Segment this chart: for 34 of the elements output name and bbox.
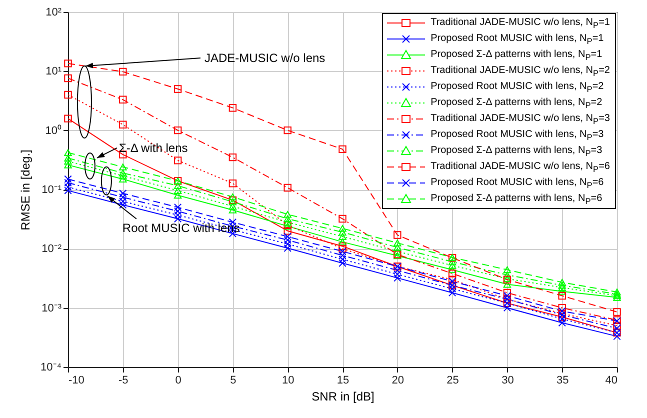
legend-label: Traditional JADE-MUSIC w/o lens, N$_{P}$=3 (430, 112, 610, 126)
x-tick-label: 10 (282, 374, 294, 386)
x-tick-label: 35 (556, 374, 569, 386)
x-tick-label: 20 (392, 374, 404, 386)
legend-label: Proposed Root MUSIC with lens, N$_{P}$=3 (430, 128, 604, 142)
x-tick-label: 25 (446, 374, 459, 386)
legend-label: Proposed Σ-Δ patterns with lens, N$_{P}$=6 (430, 192, 602, 206)
annotation: JADE-MUSIC w/o lens (204, 51, 326, 66)
x-tick-label: 15 (336, 374, 350, 386)
x-tick-label: -5 (118, 374, 128, 386)
legend-label: Proposed Root MUSIC with lens, N$_{P}$=1 (430, 32, 604, 46)
x-tick-label: 5 (230, 374, 236, 386)
y-tick-label: 10² (46, 6, 62, 18)
x-tick-label: 40 (605, 374, 618, 386)
x-tick-label: -10 (68, 374, 84, 386)
legend-label: Proposed Σ-Δ patterns with lens, N$_{P}$=2 (430, 96, 602, 110)
legend-label: Proposed Σ-Δ patterns with lens, N$_{P}$=3 (430, 144, 602, 158)
y-axis-title: RMSE in [deg.] (18, 150, 33, 230)
legend-label: Traditional JADE-MUSIC w/o lens, N$_{P}$=6 (430, 160, 610, 174)
y-tick-label: 10⁻³ (42, 302, 62, 314)
y-tick-label: 10⁻⁴ (40, 362, 62, 374)
legend-label: Traditional JADE-MUSIC w/o lens, N$_{P}$=2 (430, 64, 610, 78)
x-axis-title: SNR in [dB] (312, 390, 374, 404)
legend-label: Proposed Σ-Δ patterns with lens, N$_{P}$=1 (430, 48, 602, 62)
x-tick-label: 0 (175, 374, 182, 386)
y-tick-label: 10¹ (46, 66, 62, 78)
legend-label: Proposed Root MUSIC with lens, N$_{P}$=6 (430, 176, 604, 190)
legend-label: Traditional JADE-MUSIC w/o lens, N$_{P}$=1 (430, 16, 610, 30)
y-tick-label: 10⁰ (45, 124, 62, 137)
annotation: Σ-Δ with lens (118, 140, 188, 155)
x-tick-label: 30 (502, 374, 514, 386)
y-tick-label: 10⁻² (42, 243, 62, 256)
legend-label: Proposed Root MUSIC with lens, N$_{P}$=2 (430, 80, 604, 94)
y-tick-label: 10⁻¹ (42, 184, 62, 196)
